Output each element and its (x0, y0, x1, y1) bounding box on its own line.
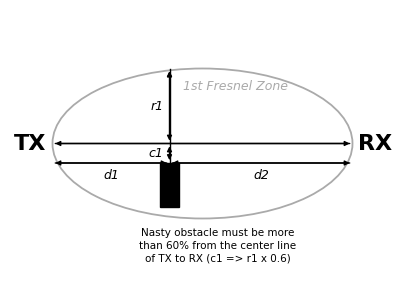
Text: c1: c1 (149, 147, 164, 160)
Text: d2: d2 (253, 169, 269, 182)
Text: r1: r1 (150, 99, 164, 113)
Text: d1: d1 (103, 169, 119, 182)
Text: 1st Fresnel Zone: 1st Fresnel Zone (183, 80, 288, 93)
Text: RX: RX (358, 133, 392, 153)
Text: Nasty obstacle must be more
than 60% from the center line
of TX to RX (c1 => r1 : Nasty obstacle must be more than 60% fro… (139, 227, 296, 264)
Bar (160, 163, 179, 207)
Text: TX: TX (14, 133, 47, 153)
